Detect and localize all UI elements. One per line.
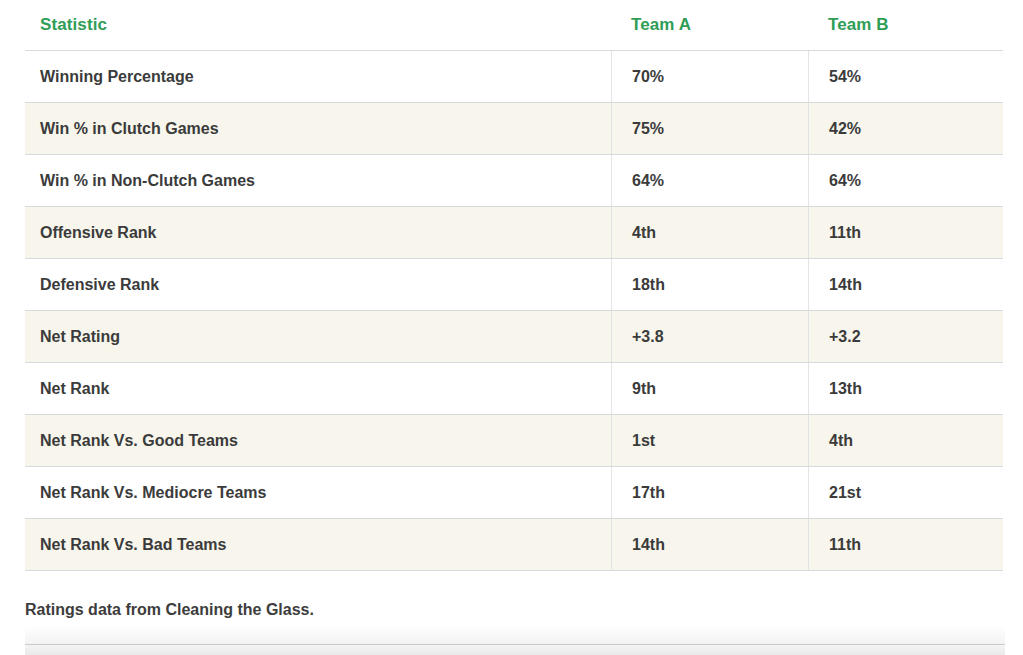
section-fade [25, 626, 1005, 644]
stat-value-team-a: 17th [611, 467, 808, 518]
stat-value-team-b: 64% [808, 155, 1003, 206]
table-row: Net Rank9th13th [25, 363, 1003, 415]
stat-value-team-a: 75% [611, 103, 808, 154]
stat-value-team-b: 54% [808, 51, 1003, 102]
stat-value-team-a: +3.8 [611, 311, 808, 362]
stat-value-team-a: 9th [611, 363, 808, 414]
stat-label: Defensive Rank [25, 259, 611, 310]
table-row: Net Rank Vs. Good Teams1st4th [25, 415, 1003, 467]
table-row: Net Rank Vs. Bad Teams14th11th [25, 519, 1003, 571]
column-header-statistic: Statistic [25, 0, 611, 50]
stat-label: Net Rank [25, 363, 611, 414]
table-row: Offensive Rank4th11th [25, 207, 1003, 259]
column-header-team-b: Team B [808, 0, 1003, 50]
stat-label: Win % in Clutch Games [25, 103, 611, 154]
stat-value-team-a: 1st [611, 415, 808, 466]
stat-value-team-a: 64% [611, 155, 808, 206]
table-row: Win % in Non-Clutch Games64%64% [25, 155, 1003, 207]
stat-value-team-b: 42% [808, 103, 1003, 154]
stat-label: Net Rating [25, 311, 611, 362]
stat-value-team-b: 14th [808, 259, 1003, 310]
stat-label: Win % in Non-Clutch Games [25, 155, 611, 206]
table-row: Winning Percentage70%54% [25, 51, 1003, 103]
table-row: Net Rank Vs. Mediocre Teams17th21st [25, 467, 1003, 519]
stat-label: Net Rank Vs. Mediocre Teams [25, 467, 611, 518]
stat-label: Winning Percentage [25, 51, 611, 102]
stat-value-team-b: 4th [808, 415, 1003, 466]
stat-value-team-a: 18th [611, 259, 808, 310]
stat-value-team-b: 11th [808, 207, 1003, 258]
stat-value-team-b: 13th [808, 363, 1003, 414]
stat-label: Offensive Rank [25, 207, 611, 258]
stat-value-team-a: 14th [611, 519, 808, 570]
stat-value-team-a: 4th [611, 207, 808, 258]
table-row: Win % in Clutch Games75%42% [25, 103, 1003, 155]
table-row: Defensive Rank18th14th [25, 259, 1003, 311]
column-header-team-a: Team A [611, 0, 808, 50]
next-section-top-edge [25, 644, 1005, 655]
table-row: Net Rating+3.8+3.2 [25, 311, 1003, 363]
stat-label: Net Rank Vs. Good Teams [25, 415, 611, 466]
stat-value-team-a: 70% [611, 51, 808, 102]
stat-label: Net Rank Vs. Bad Teams [25, 519, 611, 570]
stats-comparison-table: Statistic Team A Team B Winning Percenta… [25, 0, 1003, 571]
table-body: Winning Percentage70%54%Win % in Clutch … [25, 51, 1003, 571]
stat-value-team-b: +3.2 [808, 311, 1003, 362]
stat-value-team-b: 11th [808, 519, 1003, 570]
table-caption: Ratings data from Cleaning the Glass. [25, 601, 314, 619]
table-header-row: Statistic Team A Team B [25, 0, 1003, 51]
stat-value-team-b: 21st [808, 467, 1003, 518]
